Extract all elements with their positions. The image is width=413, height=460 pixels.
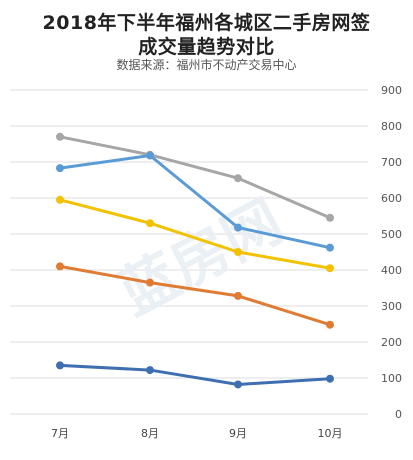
data-point bbox=[146, 151, 154, 160]
data-point bbox=[146, 278, 154, 287]
y-tick-label: 200 bbox=[381, 336, 402, 349]
series-line-3 bbox=[58, 198, 332, 270]
chart-title-line2: 成交量趋势对比 bbox=[138, 36, 275, 58]
data-point bbox=[56, 195, 64, 204]
data-point bbox=[234, 380, 242, 389]
series-line-5 bbox=[58, 363, 332, 386]
data-point bbox=[234, 223, 242, 232]
y-tick-label: 800 bbox=[381, 120, 402, 133]
data-point bbox=[234, 248, 242, 256]
y-tick-label: 300 bbox=[381, 300, 402, 313]
y-tick-label: 500 bbox=[381, 228, 402, 241]
y-tick-label: 700 bbox=[381, 156, 402, 169]
series-line-2 bbox=[58, 154, 332, 250]
chart-subtitle: 数据来源：福州市不动产交易中心 bbox=[116, 58, 297, 72]
series-line-1 bbox=[58, 135, 332, 220]
data-point bbox=[56, 361, 64, 370]
data-point bbox=[56, 164, 64, 173]
x-tick-label: 7月 bbox=[51, 427, 69, 440]
data-point bbox=[234, 174, 242, 183]
chart-title: 2018年下半年福州各城区二手房网签 bbox=[42, 12, 371, 34]
data-point bbox=[326, 213, 334, 222]
data-point bbox=[326, 320, 334, 329]
x-tick-label: 10月 bbox=[318, 427, 343, 440]
y-tick-label: 900 bbox=[381, 84, 402, 97]
data-point bbox=[146, 366, 154, 375]
data-point bbox=[326, 243, 334, 252]
y-tick-label: 600 bbox=[381, 192, 402, 205]
x-tick-label: 9月 bbox=[229, 427, 247, 440]
series-group bbox=[56, 132, 334, 389]
x-tick-label: 8月 bbox=[141, 427, 159, 440]
data-point bbox=[56, 262, 64, 271]
data-point bbox=[326, 374, 334, 383]
data-point bbox=[56, 132, 64, 141]
data-point bbox=[146, 219, 154, 228]
y-tick-label: 400 bbox=[381, 264, 402, 277]
data-point bbox=[326, 264, 334, 273]
gridlines bbox=[10, 89, 368, 415]
y-tick-label: 100 bbox=[381, 372, 402, 385]
axis-labels: 0 100 200 300 400 500 600 700 800 900 7月 8月 9月 10月 bbox=[51, 84, 402, 440]
series-line-4 bbox=[58, 264, 332, 327]
y-tick-label: 0 bbox=[395, 408, 402, 421]
data-point bbox=[234, 291, 242, 300]
